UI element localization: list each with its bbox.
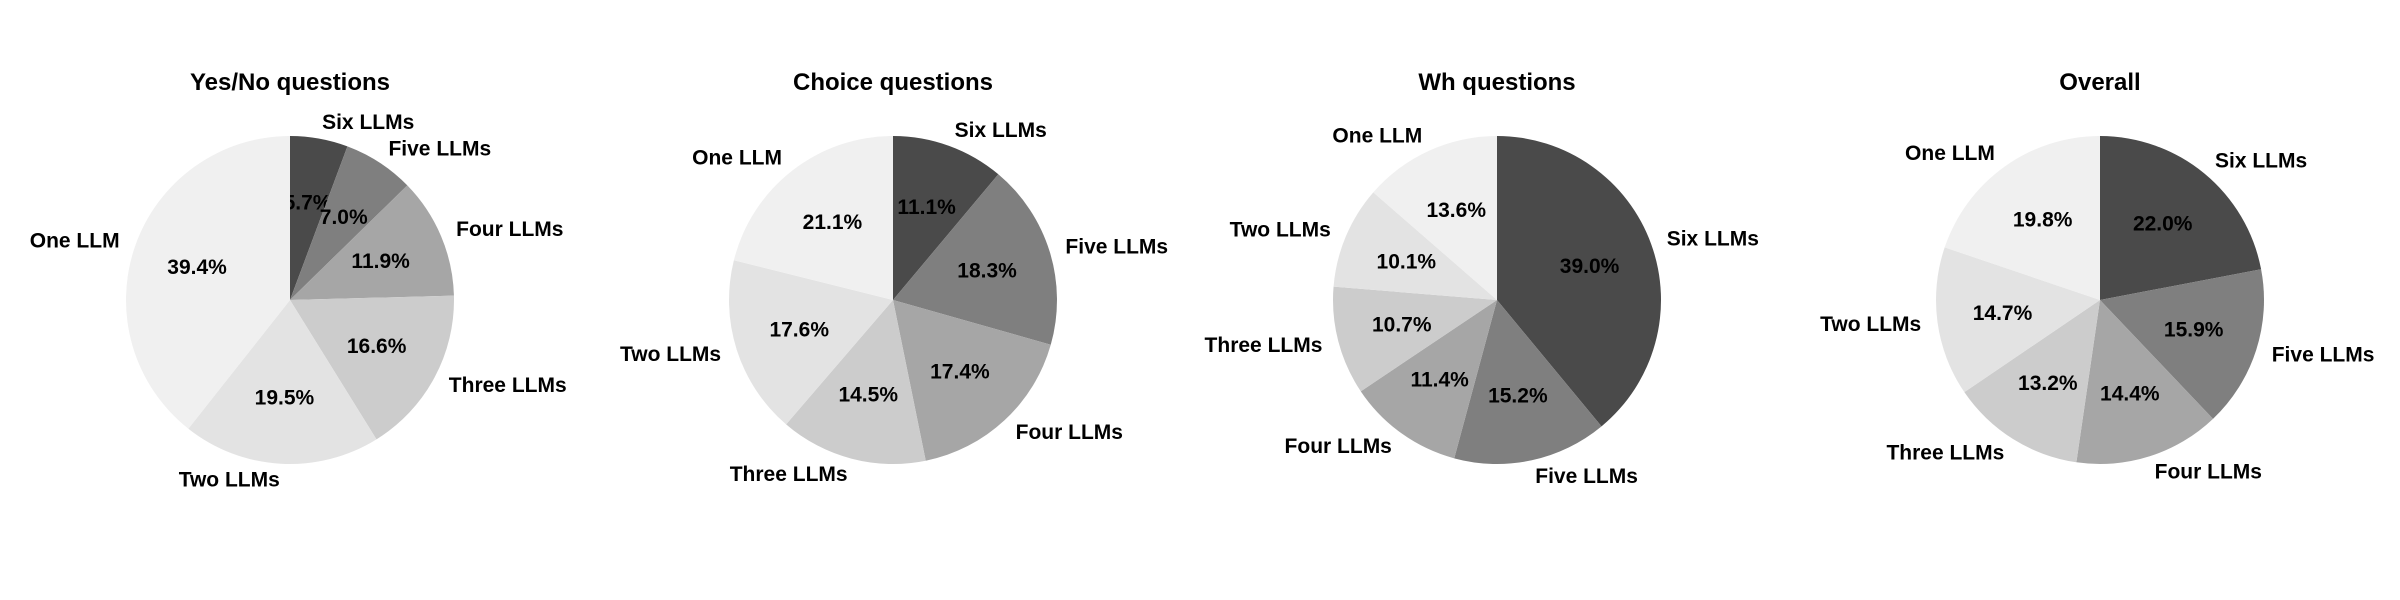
pie-slice-two-llms [1936, 247, 2100, 393]
pie-panel-overall: Overall 22.0% Six LLMs 15.9% Five LLMs 14.4%… [1820, 69, 2374, 483]
pie-percent-label: 15.9% [2164, 319, 2224, 342]
pie-slice-five-llms [290, 146, 408, 300]
pie-percent-label: 10.7% [1372, 313, 1432, 336]
pie-percent-label: 7.0% [320, 206, 368, 229]
pie-title: Yes/No questions [190, 69, 390, 96]
pie-slice-two-llms [188, 300, 377, 465]
pie-category-label: Two LLMs [1820, 313, 1921, 336]
pie-slice-three-llms [1333, 286, 1497, 392]
pie-slice-four-llms [1360, 300, 1497, 459]
pie-slice-six-llms [893, 136, 999, 300]
pie-category-label: Three LLMs [1205, 334, 1323, 357]
pie-percent-label: 5.7% [284, 192, 332, 215]
pie-category-label: One LLM [30, 229, 120, 252]
pie-slice-two-llms [1333, 192, 1497, 300]
pie-slice-one-llm [125, 136, 291, 429]
pie-percent-label: 39.0% [1560, 255, 1620, 278]
pie-percent-label: 10.1% [1377, 250, 1437, 273]
pie-category-label: Three LLMs [449, 374, 567, 397]
pie-category-label: Four LLMs [1285, 435, 1392, 458]
pie-percent-label: 16.6% [347, 335, 407, 358]
pie-percent-label: 21.1% [803, 211, 863, 234]
pie-slice-one-llm [1944, 136, 2100, 300]
pie-slice-six-llms [2100, 136, 2262, 300]
pie-category-label: One LLM [692, 146, 782, 169]
pie-slice-six-llms [1497, 136, 1661, 427]
pie-slice-five-llms [893, 174, 1057, 345]
pie-category-label: Four LLMs [2155, 460, 2262, 483]
pie-category-label: Four LLMs [1016, 421, 1123, 444]
pie-category-label: Four LLMs [456, 218, 563, 241]
pie-percent-label: 17.4% [930, 361, 990, 384]
pie-percent-label: 11.1% [897, 196, 956, 219]
pie-percent-label: 39.4% [167, 256, 227, 279]
pie-category-label: Two LLMs [179, 469, 280, 492]
pie-panel-choice: Choice questions 11.1% Six LLMs 18.3% Five … [620, 69, 1168, 486]
pie-category-label: Five LLMs [1065, 235, 1168, 258]
pie-slice-three-llms [290, 295, 454, 440]
pie-category-label: Five LLMs [1535, 465, 1638, 488]
pie-panel-wh: Wh questions 39.0% Six LLMs 15.2% Five LLMs… [1205, 69, 1759, 488]
pie-category-label: Two LLMs [1230, 218, 1331, 241]
pie-slice-three-llms [786, 300, 926, 465]
pie-category-label: Six LLMs [322, 111, 414, 134]
pie-percent-label: 18.3% [957, 260, 1017, 283]
pie-slice-three-llms [1964, 300, 2100, 463]
pie-slice-six-llms [290, 136, 348, 300]
pie-category-label: One LLM [1332, 124, 1422, 147]
pie-slice-four-llms [290, 185, 454, 300]
pie-percent-label: 17.6% [769, 318, 829, 341]
pie-slice-five-llms [2100, 269, 2265, 419]
pie-percent-label: 11.9% [351, 250, 410, 273]
pie-category-label: Five LLMs [388, 137, 491, 160]
pie-panel-yes-no: Yes/No questions 5.7% Six LLMs 7.0% Five LL… [30, 69, 567, 492]
pie-percent-label: 22.0% [2133, 213, 2193, 236]
pie-slice-four-llms [2076, 300, 2214, 464]
pie-slice-four-llms [893, 300, 1051, 461]
pie-slice-five-llms [1454, 300, 1602, 464]
pie-category-label: Two LLMs [620, 343, 721, 366]
pie-slice-one-llm [733, 136, 893, 300]
pie-slice-two-llms [729, 260, 893, 425]
pie-percent-label: 14.5% [838, 384, 898, 407]
pie-category-label: Three LLMs [730, 463, 848, 486]
pie-percent-label: 19.5% [255, 387, 315, 410]
pie-category-label: One LLM [1905, 142, 1995, 165]
pie-percent-label: 14.4% [2100, 382, 2160, 405]
pie-category-label: Six LLMs [2215, 150, 2307, 173]
pie-percent-label: 13.2% [2018, 372, 2078, 395]
pie-category-label: Six LLMs [1667, 227, 1759, 250]
pie-percent-label: 15.2% [1488, 385, 1548, 408]
pie-percent-label: 11.4% [1410, 368, 1469, 391]
pie-title: Choice questions [793, 69, 993, 96]
pie-category-label: Three LLMs [1886, 441, 2004, 464]
pie-title: Overall [2059, 69, 2140, 96]
pie-title: Wh questions [1418, 69, 1575, 96]
pie-category-label: Five LLMs [2272, 344, 2375, 367]
pie-category-label: Six LLMs [955, 119, 1047, 142]
pie-percent-label: 13.6% [1426, 199, 1486, 222]
pie-slice-one-llm [1373, 136, 1497, 300]
pie-percent-label: 14.7% [1973, 302, 2033, 325]
pie-percent-label: 19.8% [2013, 209, 2073, 232]
